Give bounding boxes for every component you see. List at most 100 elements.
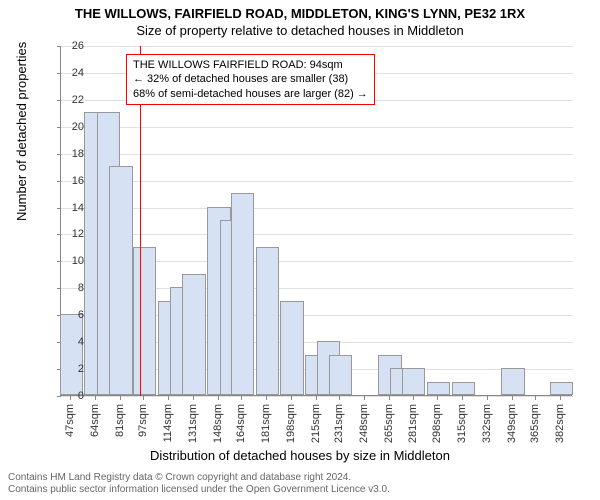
gridline (61, 396, 573, 397)
xtick-label: 81sqm (114, 404, 126, 437)
title-subtitle: Size of property relative to detached ho… (0, 21, 600, 38)
xtick-label: 332sqm (481, 404, 493, 443)
xtick-label: 47sqm (64, 404, 76, 437)
histogram-bar (60, 314, 83, 395)
histogram-bar (256, 247, 279, 395)
xtick-label: 198sqm (285, 404, 297, 443)
xtick-mark (218, 396, 219, 400)
ytick-mark (57, 234, 61, 235)
ytick-label: 10 (72, 255, 84, 267)
xtick-label: 215sqm (310, 404, 322, 443)
xtick-mark (193, 396, 194, 400)
ytick-mark (57, 261, 61, 262)
ytick-mark (57, 181, 61, 182)
ytick-mark (57, 396, 61, 397)
xtick-mark (512, 396, 513, 400)
gridline (61, 234, 573, 235)
histogram-bar (329, 355, 352, 395)
xtick-label: 231sqm (333, 404, 345, 443)
gridline (61, 208, 573, 209)
ytick-mark (57, 73, 61, 74)
histogram-bar (280, 301, 303, 395)
histogram-bar (550, 382, 573, 395)
ytick-label: 8 (78, 282, 84, 294)
xtick-mark (95, 396, 96, 400)
histogram-bar (133, 247, 156, 395)
gridline (61, 154, 573, 155)
xtick-label: 114sqm (162, 404, 174, 442)
xtick-mark (266, 396, 267, 400)
annotation-line1: THE WILLOWS FAIRFIELD ROAD: 94sqm (133, 58, 368, 72)
ytick-mark (57, 154, 61, 155)
xtick-mark (462, 396, 463, 400)
xtick-label: 181sqm (260, 404, 272, 443)
histogram-bar (182, 274, 205, 395)
xtick-mark (413, 396, 414, 400)
xtick-label: 298sqm (431, 404, 443, 443)
footer-attribution: Contains HM Land Registry data © Crown c… (8, 472, 390, 496)
xtick-mark (316, 396, 317, 400)
gridline (61, 181, 573, 182)
ytick-label: 4 (78, 336, 84, 348)
xtick-mark (437, 396, 438, 400)
xtick-label: 365sqm (529, 404, 541, 443)
ytick-label: 18 (72, 148, 84, 160)
ytick-label: 12 (72, 228, 84, 240)
title-address: THE WILLOWS, FAIRFIELD ROAD, MIDDLETON, … (0, 0, 600, 21)
ytick-mark (57, 100, 61, 101)
x-axis-label: Distribution of detached houses by size … (0, 448, 600, 463)
ytick-label: 22 (72, 94, 84, 106)
xtick-mark (241, 396, 242, 400)
xtick-label: 248sqm (358, 404, 370, 443)
xtick-mark (70, 396, 71, 400)
xtick-label: 281sqm (407, 404, 419, 443)
xtick-label: 64sqm (89, 404, 101, 437)
xtick-label: 148sqm (212, 404, 224, 443)
xtick-label: 315sqm (456, 404, 468, 443)
ytick-label: 14 (72, 202, 84, 214)
ytick-label: 6 (78, 309, 84, 321)
ytick-label: 2 (78, 363, 84, 375)
histogram-bar (402, 368, 425, 395)
ytick-mark (57, 127, 61, 128)
xtick-mark (487, 396, 488, 400)
ytick-mark (57, 46, 61, 47)
annotation-line2: ← 32% of detached houses are smaller (38… (133, 72, 368, 86)
xtick-label: 265sqm (383, 404, 395, 443)
xtick-mark (168, 396, 169, 400)
chart-container: THE WILLOWS, FAIRFIELD ROAD, MIDDLETON, … (0, 0, 600, 500)
histogram-bar (452, 382, 475, 395)
xtick-mark (364, 396, 365, 400)
annotation-line3: 68% of semi-detached houses are larger (… (133, 87, 368, 101)
ytick-label: 0 (78, 390, 84, 402)
histogram-bar (501, 368, 524, 395)
xtick-mark (560, 396, 561, 400)
histogram-bar (231, 193, 254, 395)
xtick-label: 131sqm (187, 404, 199, 443)
annotation-box: THE WILLOWS FAIRFIELD ROAD: 94sqm ← 32% … (126, 54, 375, 105)
xtick-mark (120, 396, 121, 400)
xtick-label: 382sqm (554, 404, 566, 443)
xtick-mark (535, 396, 536, 400)
ytick-label: 26 (72, 40, 84, 52)
histogram-bar (109, 166, 132, 395)
ytick-mark (57, 288, 61, 289)
xtick-mark (339, 396, 340, 400)
footer-line1: Contains HM Land Registry data © Crown c… (8, 472, 390, 484)
footer-line2: Contains public sector information licen… (8, 484, 390, 496)
xtick-mark (389, 396, 390, 400)
xtick-label: 97sqm (137, 404, 149, 437)
histogram-bar (427, 382, 450, 395)
xtick-mark (143, 396, 144, 400)
gridline (61, 127, 573, 128)
chart-area: THE WILLOWS FAIRFIELD ROAD: 94sqm ← 32% … (60, 46, 572, 396)
gridline (61, 46, 573, 47)
xtick-mark (291, 396, 292, 400)
xtick-label: 164sqm (235, 404, 247, 443)
ytick-label: 16 (72, 175, 84, 187)
xtick-label: 349sqm (506, 404, 518, 443)
y-axis-label: Number of detached properties (14, 42, 29, 221)
ytick-label: 24 (72, 67, 84, 79)
ytick-mark (57, 208, 61, 209)
ytick-label: 20 (72, 121, 84, 133)
